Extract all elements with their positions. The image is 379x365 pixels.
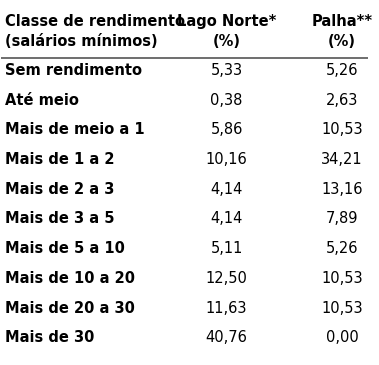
Text: 10,16: 10,16 (206, 152, 247, 167)
Text: Mais de 10 a 20: Mais de 10 a 20 (5, 271, 135, 286)
Text: Mais de meio a 1: Mais de meio a 1 (5, 122, 145, 137)
Text: (%): (%) (213, 34, 241, 49)
Text: Mais de 1 a 2: Mais de 1 a 2 (5, 152, 114, 167)
Text: 13,16: 13,16 (321, 182, 363, 197)
Text: Mais de 20 a 30: Mais de 20 a 30 (5, 301, 135, 316)
Text: (salários mínimos): (salários mínimos) (5, 34, 158, 49)
Text: Classe de rendimento: Classe de rendimento (5, 14, 185, 29)
Text: Sem rendimento: Sem rendimento (5, 63, 142, 78)
Text: Palha**: Palha** (312, 14, 373, 29)
Text: (%): (%) (328, 34, 356, 49)
Text: 10,53: 10,53 (321, 301, 363, 316)
Text: 0,38: 0,38 (210, 93, 243, 108)
Text: 4,14: 4,14 (210, 182, 243, 197)
Text: 7,89: 7,89 (326, 211, 358, 226)
Text: 0,00: 0,00 (326, 330, 359, 345)
Text: 4,14: 4,14 (210, 211, 243, 226)
Text: 5,26: 5,26 (326, 63, 358, 78)
Text: 10,53: 10,53 (321, 271, 363, 286)
Text: Mais de 3 a 5: Mais de 3 a 5 (5, 211, 114, 226)
Text: Mais de 5 a 10: Mais de 5 a 10 (5, 241, 125, 256)
Text: Mais de 2 a 3: Mais de 2 a 3 (5, 182, 114, 197)
Text: 40,76: 40,76 (206, 330, 247, 345)
Text: 34,21: 34,21 (321, 152, 363, 167)
Text: 12,50: 12,50 (206, 271, 247, 286)
Text: Lago Norte*: Lago Norte* (177, 14, 276, 29)
Text: 5,33: 5,33 (211, 63, 243, 78)
Text: 5,86: 5,86 (210, 122, 243, 137)
Text: 5,26: 5,26 (326, 241, 358, 256)
Text: 11,63: 11,63 (206, 301, 247, 316)
Text: 10,53: 10,53 (321, 122, 363, 137)
Text: Até meio: Até meio (5, 93, 79, 108)
Text: 2,63: 2,63 (326, 93, 358, 108)
Text: Mais de 30: Mais de 30 (5, 330, 94, 345)
Text: 5,11: 5,11 (210, 241, 243, 256)
